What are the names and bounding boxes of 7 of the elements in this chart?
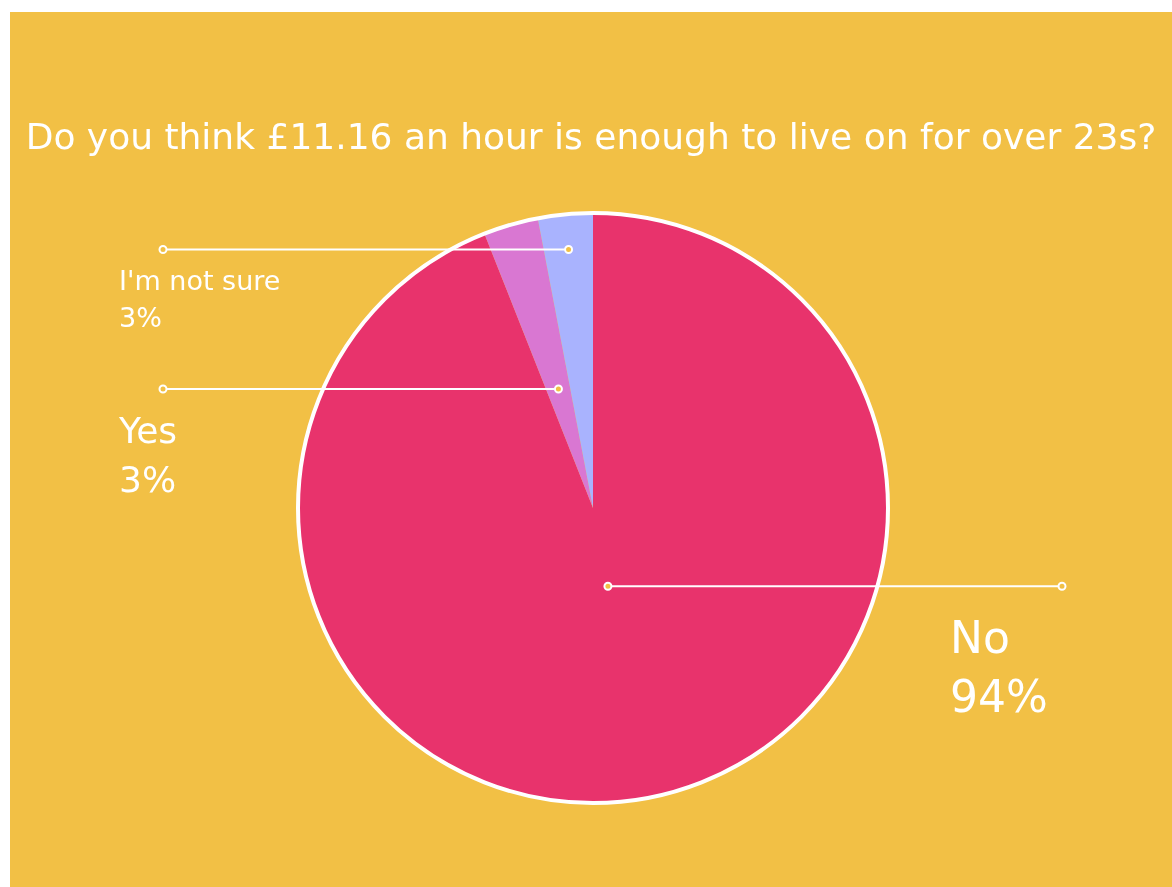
data-label: 94% [950,671,1048,723]
slice-label: Yes [118,410,178,452]
slice-label: No [950,611,1010,663]
data-label: 3% [119,301,162,333]
chart-title: Do you think £11.16 an hour is enough to live on for over 23s? [25,116,1157,158]
data-label: 3% [119,458,177,500]
slice-label: I'm not sure [119,265,281,297]
